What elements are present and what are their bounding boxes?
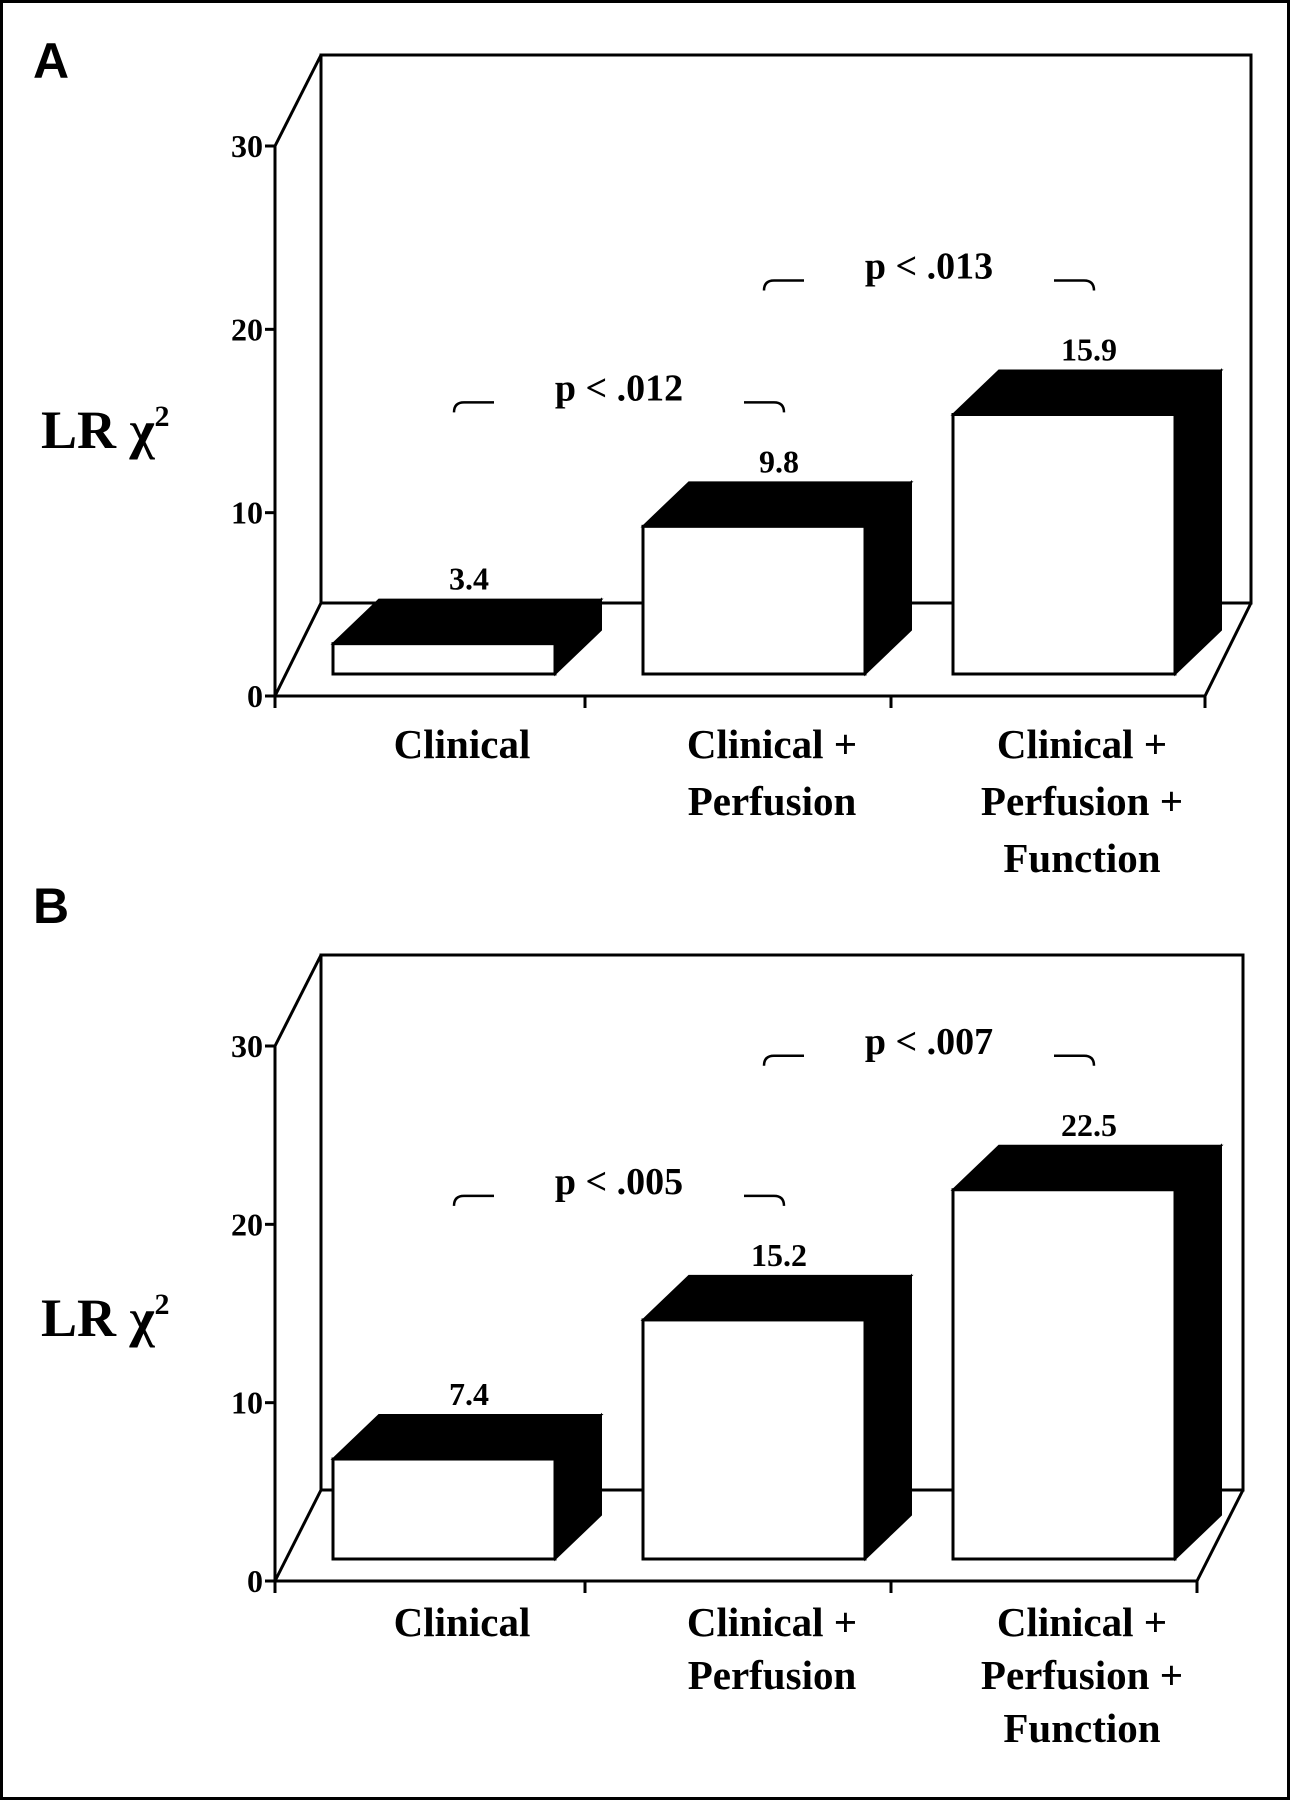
comparison-label: p < .005 bbox=[555, 1161, 683, 1203]
bar bbox=[641, 524, 867, 676]
data-label: 9.8 bbox=[759, 443, 799, 479]
y-tick-label: 10 bbox=[231, 1385, 263, 1421]
bar-charts: A 0 10 20 30 LR χ2 3.4 9.8 15.9 Clinical Clinical … bbox=[33, 33, 1253, 1751]
comparison-label: p < .007 bbox=[865, 1021, 993, 1063]
y-tick-label: 20 bbox=[231, 1206, 263, 1242]
data-label: 15.2 bbox=[751, 1237, 807, 1273]
x-tick-label: Perfusion bbox=[688, 1652, 857, 1698]
floor-right-edge bbox=[1203, 602, 1253, 697]
y-axis-label: LR χ2 bbox=[41, 400, 169, 460]
x-tick-label: Clinical bbox=[394, 1599, 531, 1645]
y-tick-label: 10 bbox=[231, 495, 263, 531]
comparison-bracket-left bbox=[452, 401, 494, 413]
bar bbox=[951, 413, 1177, 676]
data-label: 15.9 bbox=[1061, 332, 1117, 368]
panel-a: A 0 10 20 30 LR χ2 3.4 9.8 15.9 Clinical Clinical … bbox=[33, 33, 1253, 881]
data-label: 22.5 bbox=[1061, 1107, 1117, 1143]
bar bbox=[331, 1457, 557, 1561]
y-tick-label: 0 bbox=[247, 678, 263, 714]
data-label: 7.4 bbox=[449, 1376, 489, 1412]
x-tick-label: Perfusion bbox=[688, 778, 857, 824]
bar-side-face bbox=[1174, 1143, 1222, 1562]
side-wall-top-edge bbox=[273, 954, 323, 1047]
y-tick-label: 30 bbox=[231, 1028, 263, 1064]
comparison-label: p < .012 bbox=[555, 367, 683, 409]
comparison-bracket-right bbox=[744, 1194, 786, 1206]
x-tick-label: Clinical bbox=[394, 721, 531, 767]
floor-right-edge bbox=[1195, 1489, 1245, 1582]
x-tick-label: Clinical + bbox=[687, 1599, 857, 1645]
floor-left-edge bbox=[273, 1489, 323, 1582]
bar bbox=[641, 1318, 867, 1561]
comparison-label: p < .013 bbox=[865, 246, 993, 288]
comparison-bracket-right bbox=[1054, 1054, 1096, 1066]
x-tick-label: Perfusion + bbox=[981, 778, 1183, 824]
y-tick-label: 20 bbox=[231, 311, 263, 347]
bar bbox=[951, 1188, 1177, 1561]
data-label: 3.4 bbox=[449, 561, 489, 597]
side-wall-top-edge bbox=[273, 54, 323, 147]
comparison-bracket-right bbox=[744, 401, 786, 413]
y-axis-label: LR χ2 bbox=[41, 1288, 169, 1348]
x-tick-label: Clinical + bbox=[997, 721, 1167, 767]
x-tick-label: Function bbox=[1003, 1705, 1160, 1751]
panel-letter: A bbox=[33, 33, 69, 89]
comparison-bracket-right bbox=[1054, 279, 1096, 291]
y-tick-label: 0 bbox=[247, 1563, 263, 1599]
x-tick-label: Perfusion + bbox=[981, 1652, 1183, 1698]
panel-letter: B bbox=[33, 878, 69, 934]
floor-left-edge bbox=[273, 602, 323, 697]
panel-b: B 0 10 20 30 LR χ2 7.4 15.2 22.5 Clinical Clinical… bbox=[33, 878, 1245, 1751]
bar-side-face bbox=[864, 1273, 912, 1562]
x-tick-label: Clinical + bbox=[687, 721, 857, 767]
comparison-bracket-left bbox=[762, 279, 804, 291]
bar bbox=[331, 642, 557, 676]
comparison-bracket-left bbox=[452, 1194, 494, 1206]
comparison-bracket-left bbox=[762, 1054, 804, 1066]
x-tick-label: Clinical + bbox=[997, 1599, 1167, 1645]
y-tick-label: 30 bbox=[231, 128, 263, 164]
x-tick-label: Function bbox=[1003, 835, 1160, 881]
bar-side-face bbox=[1174, 368, 1222, 677]
